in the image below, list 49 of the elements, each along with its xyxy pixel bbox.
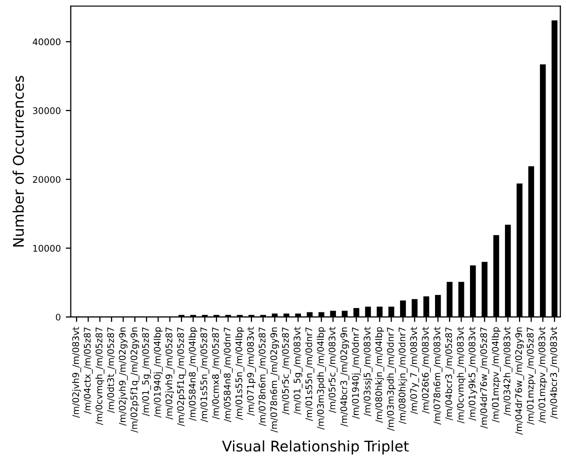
x-tick-label: /m/04dr76w_/m/05z87 bbox=[480, 327, 490, 428]
y-tick-label: 20000 bbox=[32, 176, 60, 183]
x-tick-label: /m/05r5c_/m/05z87 bbox=[282, 327, 291, 415]
x-tick-label: /m/0584n8_/m/0dnr7 bbox=[224, 327, 233, 422]
x-tick-label: /m/01_5g_/m/083vt bbox=[294, 326, 302, 415]
x-tick-label: /m/01mzpv_/m/083vt bbox=[538, 326, 548, 424]
x-tick-label: /m/03ssj5_/m/083vt bbox=[364, 326, 372, 416]
x-tick-label: /m/01s55n_/m/05z87 bbox=[200, 327, 210, 422]
x-tick-label: /m/02p5f1q_/m/05z87 bbox=[176, 327, 186, 426]
x-tick-label: /m/01mzpv_/m/04lbp bbox=[492, 327, 501, 423]
y-tick-label: 30000 bbox=[32, 107, 60, 114]
x-tick-label: /m/0342h_/m/083vt bbox=[503, 326, 512, 416]
x-tick-label: /m/080hkjn_/m/04lbp bbox=[375, 327, 384, 423]
x-tick-label: /m/078n6m_/m/083vt bbox=[434, 326, 442, 425]
x-tick-label: /m/01s55n_/m/04lbp bbox=[235, 327, 244, 420]
x-tick-label: /m/0cvmqh_/m/05z87 bbox=[95, 327, 104, 425]
x-tick-label: /m/02p5f1q_/m/02gy9n bbox=[130, 327, 140, 433]
x-tick-label: /m/04bcr3_/m/02gy9n bbox=[340, 327, 350, 427]
x-tick-label: /m/01940j_/m/0dnr7 bbox=[352, 327, 361, 419]
x-tick-label: /m/01mzpv_/m/05z87 bbox=[526, 327, 536, 425]
x-tick-label: /m/01s55n_/m/0dnr7 bbox=[305, 327, 314, 422]
x-tick-label: /m/026t6_/m/083vt bbox=[422, 326, 431, 414]
x-tick-label: /m/0cmx8_/m/05z87 bbox=[212, 327, 221, 420]
y-tick-label: 0 bbox=[56, 314, 60, 321]
x-tick-label: /m/03m3pdh_/m/0dnr7 bbox=[386, 327, 396, 431]
x-tick-label: /m/01_5g_/m/05z87 bbox=[142, 327, 151, 416]
x-tick-label: /m/071p9_/m/083vt bbox=[247, 326, 256, 416]
x-tick-label: /m/01940j_/m/04lbp bbox=[154, 327, 163, 418]
x-tick-label: /m/078n6m_/m/02gy9n bbox=[270, 327, 280, 432]
x-tick-label: /m/04dr76w_/m/02gy9n bbox=[515, 327, 524, 435]
x-tick-label: /m/04bcr3_/m/05z87 bbox=[445, 327, 454, 420]
x-axis-title: Visual Relationship Triplet bbox=[222, 440, 409, 454]
x-tick-label: /m/02jvh9_/m/02gy9n bbox=[118, 327, 128, 426]
x-tick-label: /m/080hkjn_/m/0dnr7 bbox=[398, 327, 408, 424]
x-tick-label: /m/078n6m_/m/05z87 bbox=[258, 327, 268, 426]
x-tick-label: /m/04bcr3_/m/083vt bbox=[550, 326, 560, 419]
x-tick-label: /m/0584n8_/m/04lbp bbox=[188, 327, 198, 421]
x-tick-label: /m/05r5c_/m/083vt bbox=[328, 326, 338, 413]
x-tick-label: /m/04ctx_/m/05z87 bbox=[84, 327, 93, 414]
x-tick-label: /m/07y_7_/m/083vt bbox=[410, 326, 420, 414]
y-tick-label: 10000 bbox=[33, 244, 60, 252]
y-axis-title: Number of Occurrences bbox=[12, 76, 24, 247]
x-tick-label: /m/03m3pdh_/m/04lbp bbox=[316, 327, 326, 430]
x-tick-label: /m/01y9k5_/m/083vt bbox=[468, 326, 478, 421]
x-tick-label: /m/02jvh9_/m/083vt bbox=[72, 326, 82, 418]
y-tick-label: 40000 bbox=[32, 38, 60, 46]
x-tick-label: /m/0cvmqh_/m/083vt bbox=[456, 326, 466, 424]
x-tick-label: /m/02jvh9_/m/05z87 bbox=[165, 327, 174, 420]
x-tick-label: /m/0dt3t_/m/05z87 bbox=[107, 327, 116, 413]
